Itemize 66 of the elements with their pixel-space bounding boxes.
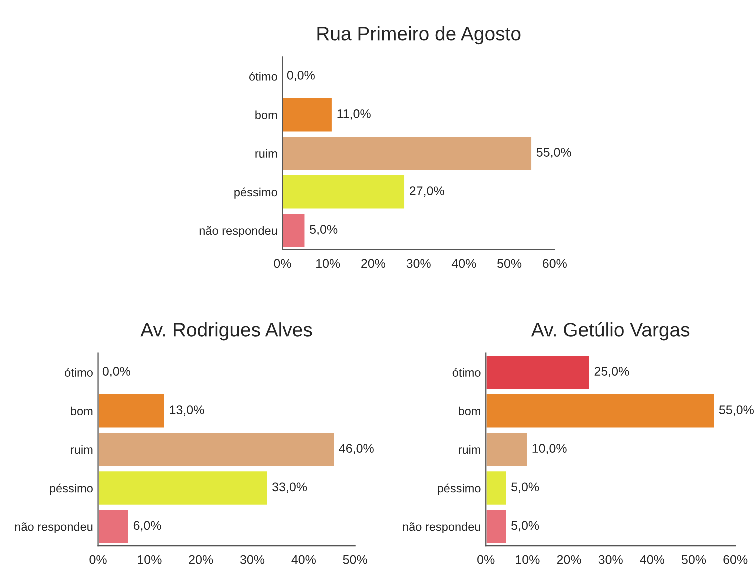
y-tick-label: ótimo <box>452 368 481 377</box>
y-tick-label: péssimo <box>438 484 481 496</box>
y-tick-label: bom <box>71 406 93 416</box>
y-tick-label: ruim <box>256 149 278 158</box>
bar <box>486 393 716 430</box>
y-tick-label: ruim <box>459 445 480 454</box>
x-tick-label: 50% <box>682 555 706 564</box>
data-label: 5,0% <box>512 482 540 494</box>
x-tick-label: 0% <box>274 259 292 268</box>
data-label: 11,0% <box>338 110 371 120</box>
x-tick-label: 20% <box>189 555 214 564</box>
bar <box>282 174 406 210</box>
chart-title: Av. Rodrigues Alves <box>140 322 312 341</box>
bar <box>98 393 166 430</box>
x-tick-label: 0% <box>90 555 107 564</box>
bar <box>486 432 528 468</box>
y-tick-label: bom <box>459 406 480 416</box>
data-label: 0,0% <box>287 71 315 82</box>
bar <box>98 508 130 545</box>
bar <box>486 508 508 545</box>
data-label: 46,0% <box>339 444 374 455</box>
y-tick-label: péssimo <box>234 188 278 199</box>
data-label: 55,0% <box>719 406 754 416</box>
data-label: 25,0% <box>594 367 630 378</box>
data-label: 55,0% <box>536 148 572 158</box>
data-label: 5,0% <box>512 521 540 532</box>
y-tick-label: não respondeu <box>200 226 278 238</box>
chart-title: Rua Primeiro de Agosto <box>318 26 521 45</box>
data-label: 0,0% <box>102 367 130 378</box>
chart-title: Av. Getúlio Vargas <box>531 322 690 341</box>
x-tick-label: 60% <box>724 555 748 564</box>
x-tick-label: 20% <box>362 259 386 268</box>
y-tick-label: ótimo <box>65 368 93 377</box>
x-tick-label: 20% <box>557 555 582 564</box>
bar <box>98 432 336 468</box>
x-tick-label: 0% <box>478 555 495 564</box>
bar <box>282 136 533 172</box>
y-tick-label: bom <box>256 110 278 120</box>
data-label: 13,0% <box>170 406 204 416</box>
x-tick-label: 30% <box>406 259 431 268</box>
data-label: 27,0% <box>410 186 444 197</box>
x-tick-label: 30% <box>598 555 623 564</box>
bar <box>486 354 591 391</box>
x-tick-label: 30% <box>240 555 265 564</box>
bar <box>282 97 334 134</box>
x-tick-label: 40% <box>640 555 664 564</box>
x-tick-label: 50% <box>343 555 368 564</box>
x-tick-label: 10% <box>138 555 162 564</box>
x-tick-label: 40% <box>292 555 316 564</box>
y-tick-label: não respondeu <box>403 522 480 534</box>
x-tick-label: 10% <box>316 259 340 268</box>
data-label: 6,0% <box>134 521 162 532</box>
x-tick-label: 10% <box>516 555 540 564</box>
x-tick-label: 50% <box>498 259 522 268</box>
bar <box>98 470 269 506</box>
y-tick-label: não respondeu <box>15 522 93 534</box>
y-tick-label: ótimo <box>250 72 278 81</box>
y-tick-label: péssimo <box>50 484 93 496</box>
y-tick-label: ruim <box>71 445 93 454</box>
data-label: 10,0% <box>532 444 567 455</box>
x-tick-label: 60% <box>543 259 567 268</box>
bar <box>486 470 508 506</box>
data-label: 33,0% <box>272 482 308 494</box>
bar <box>282 212 306 249</box>
data-label: 5,0% <box>310 225 338 236</box>
x-tick-label: 40% <box>452 259 476 268</box>
